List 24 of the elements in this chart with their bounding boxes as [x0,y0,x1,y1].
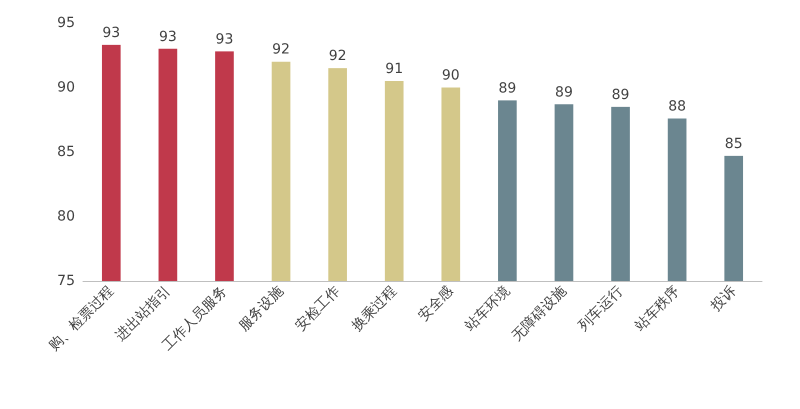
y-tick-label: 95 [57,15,75,31]
data-label: 90 [442,68,460,84]
y-tick-label: 90 [57,80,75,96]
data-label: 89 [612,86,630,103]
y-tick-label: 80 [57,208,75,224]
x-tick-label: 安全感 [415,283,456,324]
y-tick-label: 85 [57,144,75,160]
data-label: 85 [724,136,743,152]
data-label: 92 [272,42,290,58]
y-tick-label: 75 [57,273,75,289]
x-tick-label: 列车运行 [575,283,626,334]
data-label: 93 [158,28,177,45]
data-label: 93 [102,24,120,41]
data-label: 89 [555,84,573,100]
x-tick-label: 投诉 [708,283,740,316]
data-label: 93 [216,31,234,48]
x-tick-label: 服务设施 [236,283,287,334]
data-label: 92 [328,48,347,64]
x-tick-label: 站车秩序 [632,283,683,334]
x-tick-label: 换乘过程 [348,283,400,334]
data-label: 89 [498,80,516,96]
data-label: 88 [668,98,686,114]
x-tick-label: 安检工作 [292,283,344,334]
data-label: 91 [385,61,404,78]
